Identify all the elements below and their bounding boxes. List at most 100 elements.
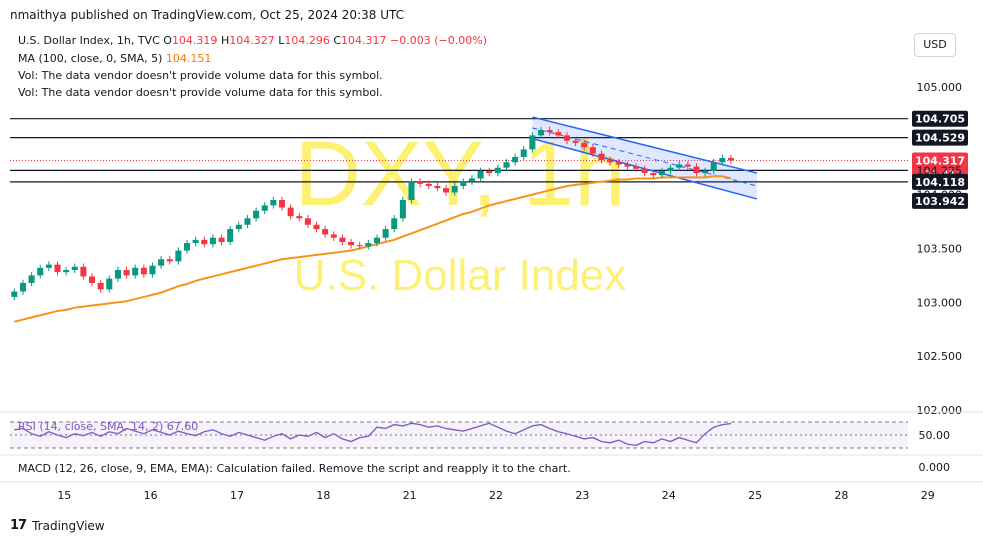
candle-body <box>158 259 165 266</box>
ma-line <box>14 175 732 323</box>
price-label-box <box>912 129 968 146</box>
candle-body <box>468 178 475 182</box>
candle-body <box>529 135 536 150</box>
footer-brand: TradingView <box>32 518 105 533</box>
candle-body <box>693 166 700 174</box>
candle-body <box>218 237 225 242</box>
candle-body <box>348 242 355 246</box>
candle-body <box>209 237 216 245</box>
price-label-box <box>912 110 968 127</box>
candle-body <box>607 160 614 163</box>
candle-body <box>296 216 303 219</box>
price-label: 104.529 <box>915 132 965 145</box>
candle-body <box>330 234 337 238</box>
price-label-box <box>912 173 968 190</box>
price-label: 104.118 <box>915 176 965 189</box>
candle-body <box>235 224 242 230</box>
time-tick-label: 28 <box>834 489 848 502</box>
vol-legend-2: Vol: The data vendor doesn't provide vol… <box>18 86 383 99</box>
time-tick-label: 15 <box>57 489 71 502</box>
candle-body <box>658 170 665 176</box>
open-value: 104.319 <box>171 34 218 47</box>
candle-body <box>227 229 234 242</box>
candle-body <box>503 162 510 168</box>
candle-body <box>183 243 191 251</box>
macd-tick-label: 0.000 <box>919 461 951 474</box>
candle-body <box>572 140 579 143</box>
candle-body <box>667 167 674 171</box>
candle-body <box>71 266 78 270</box>
candle-body <box>520 149 527 157</box>
high-label: H <box>220 34 230 47</box>
candle-body <box>313 224 320 230</box>
time-tick-label: 24 <box>662 489 676 502</box>
candle-body <box>201 239 208 245</box>
candle-body <box>149 265 156 275</box>
candle-body <box>140 267 147 275</box>
candle-body <box>192 239 199 244</box>
watermark-small: U.S. Dollar Index <box>294 251 627 300</box>
candle-body <box>365 243 372 247</box>
time-tick-label: 18 <box>316 489 330 502</box>
candle-body <box>684 164 691 167</box>
price-tick-label: 102.000 <box>917 404 963 417</box>
symbol-name: U.S. Dollar Index, 1h, TVC <box>18 34 160 47</box>
candle-body <box>650 173 657 176</box>
ma-legend: MA (100, close, 0, SMA, 5) 104.151 <box>18 52 211 65</box>
candle-body <box>676 164 683 168</box>
candle-body <box>373 237 380 244</box>
footer: 17 TradingView <box>10 518 105 533</box>
candle-body <box>80 266 87 277</box>
price-label: 103.942 <box>915 195 965 208</box>
macd-legend: MACD (12, 26, close, 9, EMA, EMA): Calcu… <box>18 462 571 475</box>
channel-upper-line <box>532 116 758 174</box>
candle-body <box>408 181 415 200</box>
candle-body <box>443 188 450 193</box>
vol-legend-1: Vol: The data vendor doesn't provide vol… <box>18 69 383 82</box>
candle-body <box>589 147 596 154</box>
candle-body <box>244 218 251 225</box>
published-info: nmaithya published on TradingView.com, O… <box>10 8 404 22</box>
candle-body <box>382 229 389 238</box>
time-tick-label: 16 <box>144 489 158 502</box>
candle-body <box>486 170 493 174</box>
price-label-box <box>912 192 968 209</box>
candle-body <box>278 200 286 208</box>
symbol-legend: U.S. Dollar Index, 1h, TVC O104.319 H104… <box>18 34 487 47</box>
candle-body <box>512 156 519 163</box>
price-tick-label: 102.500 <box>917 350 963 363</box>
change-value: −0.003 (−0.00%) <box>390 34 487 47</box>
candle-body <box>417 181 424 184</box>
price-tick-label: 103.500 <box>917 242 963 255</box>
candle-body <box>632 166 640 169</box>
candle-body <box>710 162 717 171</box>
currency-button[interactable]: USD <box>914 33 956 57</box>
candle-body <box>45 264 52 268</box>
candle-body <box>123 270 130 276</box>
low-value: 104.296 <box>284 34 330 47</box>
price-tick-label: 105.000 <box>917 81 963 94</box>
candle-body <box>451 186 458 193</box>
candle-body <box>555 132 562 136</box>
candle-body <box>624 164 631 167</box>
candle-body <box>97 282 104 290</box>
time-tick-label: 29 <box>921 489 935 502</box>
close-value: 104.317 <box>341 34 387 47</box>
rsi-line <box>14 422 732 447</box>
candle-body <box>304 218 311 225</box>
candle-body <box>425 183 432 186</box>
candle-body <box>477 170 484 179</box>
close-label: C <box>333 34 342 47</box>
candle-body <box>598 153 605 161</box>
time-tick-label: 22 <box>489 489 503 502</box>
candle-body <box>719 158 726 163</box>
candle-body <box>287 207 294 217</box>
candle-body <box>54 264 61 273</box>
watermark-big: DXY, 1h <box>295 123 626 225</box>
candle-body <box>322 229 329 235</box>
candle-body <box>356 245 363 247</box>
time-tick-label: 23 <box>575 489 589 502</box>
ma-label: MA (100, close, 0, SMA, 5) <box>18 52 163 65</box>
candle-body <box>563 135 570 141</box>
